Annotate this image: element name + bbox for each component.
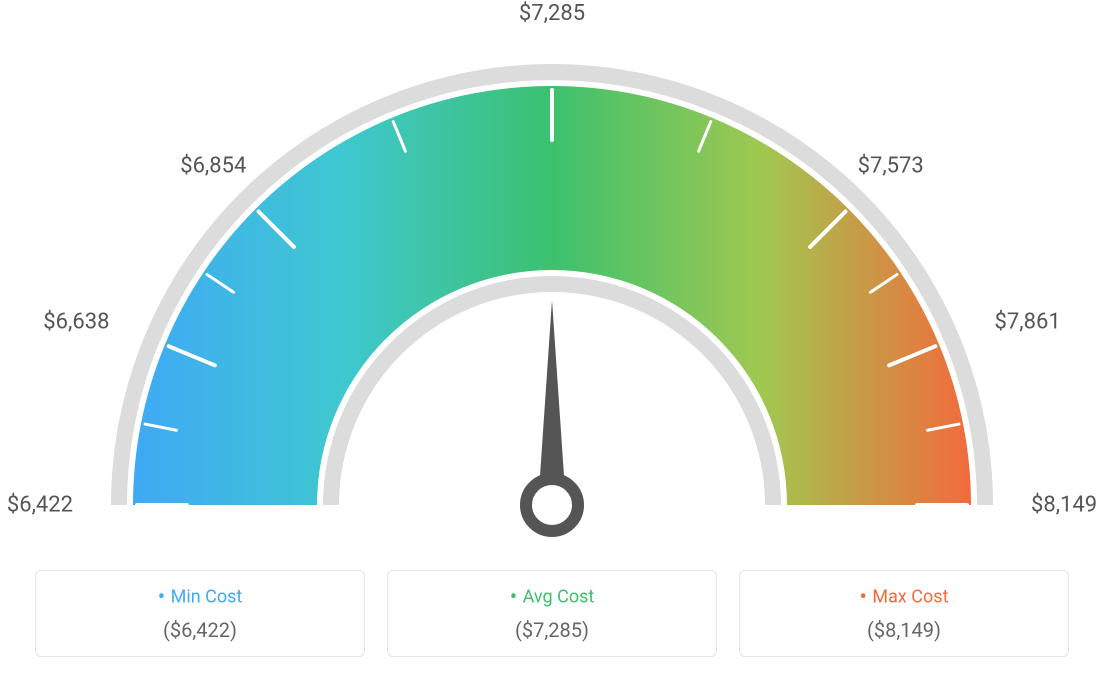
gauge-tick-label: $6,422: [7, 493, 73, 518]
avg-cost-card: Avg Cost ($7,285): [387, 570, 717, 657]
avg-cost-value: ($7,285): [398, 618, 706, 642]
gauge-tick-label: $6,638: [43, 309, 109, 334]
min-cost-card: Min Cost ($6,422): [35, 570, 365, 657]
gauge-tick-label: $6,854: [180, 154, 246, 179]
gauge-svg: [0, 0, 1104, 560]
min-cost-title: Min Cost: [46, 585, 354, 610]
gauge-tick-label: $7,285: [519, 1, 585, 26]
gauge-tick-label: $7,861: [995, 309, 1061, 334]
max-cost-value: ($8,149): [750, 618, 1058, 642]
max-cost-card: Max Cost ($8,149): [739, 570, 1069, 657]
avg-cost-title: Avg Cost: [398, 585, 706, 610]
summary-cards: Min Cost ($6,422) Avg Cost ($7,285) Max …: [0, 570, 1104, 657]
gauge-tick-label: $7,573: [858, 154, 924, 179]
min-cost-value: ($6,422): [46, 618, 354, 642]
cost-gauge: $6,422 $6,638 $6,854 $7,285 $7,573 $7,861 $8,1…: [0, 0, 1104, 560]
max-cost-title: Max Cost: [750, 585, 1058, 610]
gauge-tick-label: $8,149: [1031, 493, 1097, 518]
